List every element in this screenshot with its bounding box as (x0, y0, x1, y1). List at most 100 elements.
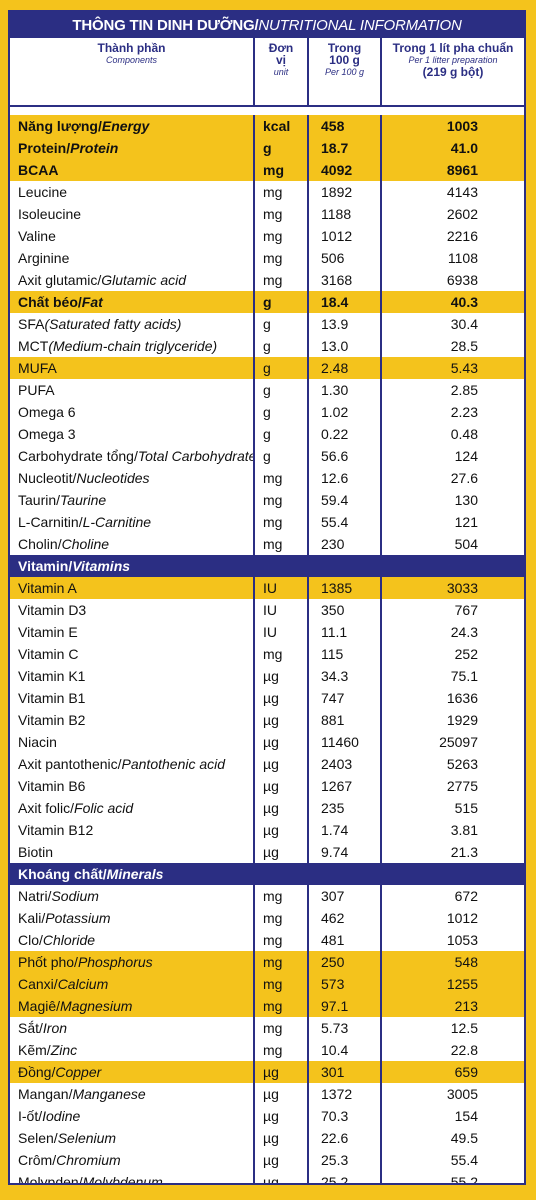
unit-cell: mg (253, 951, 307, 973)
component-name-en: Taurine (60, 492, 107, 508)
header-per1l-sub: (219 g bột) (422, 65, 484, 79)
per1l-cell: 1053 (380, 929, 524, 951)
component-name-en: Iodine (42, 1108, 81, 1124)
per1l-cell: 55.2 (380, 1171, 524, 1183)
table-row: Vitamin E IU 11.1 24.3 (10, 621, 524, 643)
table-row: Vitamin C mg 115 252 (10, 643, 524, 665)
unit-cell: mg (253, 159, 307, 181)
component-name: Vitamin B2 (10, 709, 253, 731)
per100-cell: 11460 (307, 731, 380, 753)
table-row: Carbohydrate tổng/Total Carbohydrate g 56.… (10, 445, 524, 467)
component-name: Valine (10, 225, 253, 247)
unit-cell: mg (253, 973, 307, 995)
header-per1l-en: Per 1 litter preparation (408, 55, 498, 65)
per100-cell: 5.73 (307, 1017, 380, 1039)
component-name-en: Calcium (57, 976, 109, 992)
component-name-vi: Omega 3 (18, 426, 76, 442)
per100-cell: 55.4 (307, 511, 380, 533)
unit-cell: g (253, 291, 307, 313)
component-name-vi: Vitamin C (18, 646, 79, 662)
component-name-vi: Biotin (18, 844, 54, 860)
per100-cell: 307 (307, 885, 380, 907)
component-name-en: Molybdenum (82, 1174, 163, 1185)
column-headers: Thành phần Components Đơn vị unit Trong … (10, 38, 524, 107)
per1l-cell: 1929 (380, 709, 524, 731)
table-row: Đồng/Copper µg 301 659 (10, 1061, 524, 1083)
unit-cell: µg (253, 841, 307, 863)
component-name-vi: Isoleucine (18, 206, 82, 222)
per100-cell: 0.22 (307, 423, 380, 445)
component-name-en: Phosphorus (77, 954, 153, 970)
table-row: Crôm/Chromium µg 25.3 55.4 (10, 1149, 524, 1171)
per1l-cell: 504 (380, 533, 524, 555)
unit-cell: mg (253, 1039, 307, 1061)
per100-cell: 70.3 (307, 1105, 380, 1127)
component-name-vi: Natri/ (18, 888, 52, 904)
component-name-vi: Taurin/ (18, 492, 61, 508)
per1l-cell: 252 (380, 643, 524, 665)
component-name-vi: Clo/ (18, 932, 43, 948)
per100-cell: 1012 (307, 225, 380, 247)
component-name-vi: Molypden/ (18, 1174, 83, 1185)
per1l-cell: 28.5 (380, 335, 524, 357)
unit-cell: µg (253, 665, 307, 687)
component-name-en: Potassium (45, 910, 111, 926)
unit-cell: mg (253, 643, 307, 665)
table-row: Vitamin B6 µg 1267 2775 (10, 775, 524, 797)
component-name-vi: L-Carnitin/ (18, 514, 83, 530)
per1l-cell: 3005 (380, 1083, 524, 1105)
component-name: Selen/Selenium (10, 1127, 253, 1149)
component-name-en: Selenium (57, 1130, 117, 1146)
table-row: Arginine mg 506 1108 (10, 247, 524, 269)
table-row: Phốt pho/Phosphorus mg 250 548 (10, 951, 524, 973)
unit-cell: µg (253, 775, 307, 797)
component-name: PUFA (10, 379, 253, 401)
unit-cell: mg (253, 203, 307, 225)
table-row: Axit folic/Folic acid µg 235 515 (10, 797, 524, 819)
component-name: Vitamin B6 (10, 775, 253, 797)
per1l-cell: 24.3 (380, 621, 524, 643)
section-title-vi: Vitamin/ (18, 558, 73, 574)
component-name-vi: Omega 6 (18, 404, 76, 420)
table-row: MCT (Medium-chain triglyceride) g 13.0 28.5 (10, 335, 524, 357)
unit-cell: mg (253, 269, 307, 291)
unit-cell: IU (253, 621, 307, 643)
table-row: Năng lượng/Energy kcal 458 1003 (10, 115, 524, 137)
unit-cell: mg (253, 995, 307, 1017)
per1l-cell: 121 (380, 511, 524, 533)
per1l-cell: 2216 (380, 225, 524, 247)
per100-cell: 462 (307, 907, 380, 929)
header-per100-vi1: Trong (327, 41, 362, 55)
component-name: Magiê/Magnesium (10, 995, 253, 1017)
table-row: Kali/Potassium mg 462 1012 (10, 907, 524, 929)
component-name-vi: Vitamin K1 (18, 668, 86, 684)
per1l-cell: 27.6 (380, 467, 524, 489)
component-name-en: Chloride (42, 932, 96, 948)
table-row: BCAA mg 4092 8961 (10, 159, 524, 181)
per100-cell: 250 (307, 951, 380, 973)
per1l-cell: 124 (380, 445, 524, 467)
component-name: Vitamin B1 (10, 687, 253, 709)
table-row: Canxi/Calcium mg 573 1255 (10, 973, 524, 995)
per1l-cell: 767 (380, 599, 524, 621)
per1l-cell: 3.81 (380, 819, 524, 841)
per1l-cell: 213 (380, 995, 524, 1017)
component-name-en: Chromium (56, 1152, 121, 1168)
title-vi: THÔNG TIN DINH DƯỠNG/ (72, 16, 259, 34)
component-name-vi: I-ốt/ (18, 1108, 43, 1124)
component-name-vi: Niacin (18, 734, 57, 750)
component-name-en: Manganese (72, 1086, 146, 1102)
component-name-vi: Đồng/ (18, 1064, 56, 1080)
table-row: Clo/Chloride mg 481 1053 (10, 929, 524, 951)
per100-cell: 10.4 (307, 1039, 380, 1061)
table-row: Vitamin B2 µg 881 1929 (10, 709, 524, 731)
table-title: THÔNG TIN DINH DƯỠNG/NUTRITIONAL INFORMA… (10, 12, 524, 38)
unit-cell: IU (253, 599, 307, 621)
per100-cell: 13.0 (307, 335, 380, 357)
per1l-cell: 6938 (380, 269, 524, 291)
per1l-cell: 49.5 (380, 1127, 524, 1149)
component-name-vi: Sắt/ (18, 1020, 43, 1036)
component-name-vi: Kẽm/ (18, 1042, 51, 1058)
component-name: BCAA (10, 159, 253, 181)
per1l-cell: 1636 (380, 687, 524, 709)
